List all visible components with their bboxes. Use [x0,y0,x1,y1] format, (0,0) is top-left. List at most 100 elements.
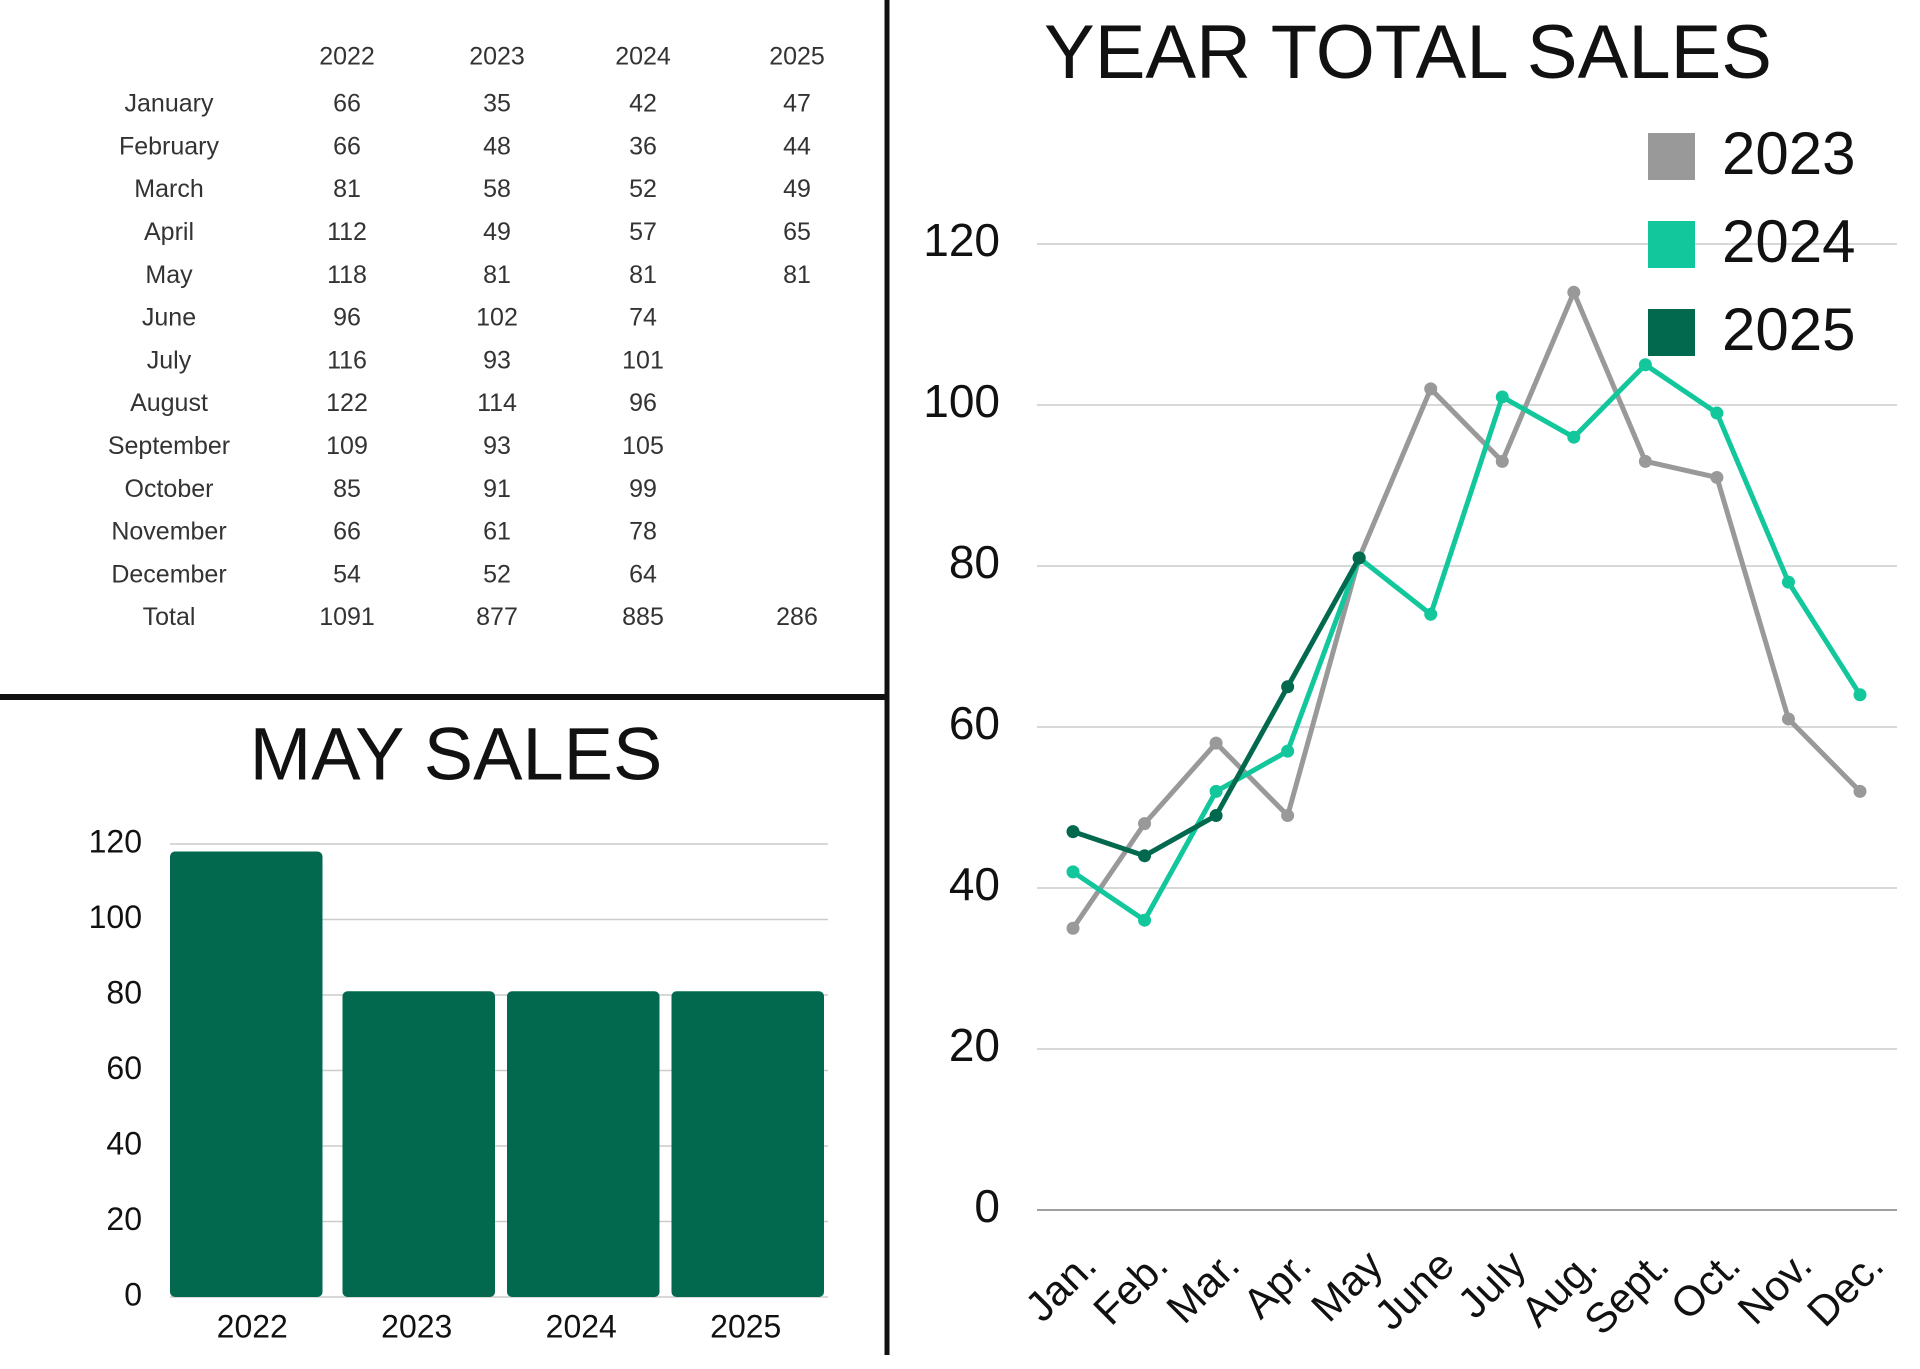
table-cell: 81 [483,261,511,289]
y-tick-label: 20 [106,1201,142,1237]
point [1781,712,1795,726]
point [1281,680,1295,694]
table-cell: 1091 [319,603,375,631]
table-cell: 112 [327,218,367,246]
table-cell: 58 [483,175,511,203]
x-tick-label: Mar. [1157,1241,1248,1332]
bar [170,851,323,1297]
x-tick-label: 2025 [710,1308,781,1344]
legend-label: 2024 [1722,208,1855,275]
table-cell: 114 [477,389,517,417]
point [1853,688,1867,702]
bar-chart-title: MAY SALES [250,713,663,796]
point [1781,575,1795,589]
table-cell: April [144,218,194,246]
x-tick-label: 2024 [546,1308,617,1344]
table-cell: 78 [629,518,657,546]
series-line [1071,362,1863,923]
y-tick-label: 80 [106,974,142,1010]
point [1853,784,1867,798]
table-header: 2022 [319,43,375,71]
point [1710,470,1724,484]
table-cell: 65 [783,218,811,246]
table-cell: 101 [622,346,664,374]
x-tick-label: Feb. [1084,1241,1177,1334]
point [1281,809,1295,823]
table-cell: February [119,132,220,160]
point [1638,358,1652,372]
x-tick-label: Nov. [1729,1241,1821,1333]
table-cell: 105 [622,432,664,460]
table-header: 2024 [615,43,671,71]
table-cell: 116 [327,346,367,374]
point [1424,607,1438,621]
legend-swatch [1648,133,1695,180]
table-cell: 885 [622,603,664,631]
x-tick-label: 2022 [217,1308,288,1344]
y-tick-label: 60 [106,1050,142,1086]
table-cell: 61 [483,518,511,546]
x-tick-label: Apr. [1234,1241,1320,1327]
point [1495,454,1509,468]
table-cell: 96 [629,389,657,417]
x-tick-label: Sept. [1575,1241,1678,1344]
table-cell: March [134,175,203,203]
x-tick-label: Dec. [1798,1241,1892,1335]
table-cell: 49 [483,218,511,246]
y-tick-label: 120 [89,823,142,859]
table-cell: 66 [333,518,361,546]
y-tick-label: 80 [949,536,1000,588]
table-cell: 74 [629,304,657,332]
table-cell: 52 [629,175,657,203]
table-cell: 36 [629,132,657,160]
table-cell: May [145,261,193,289]
point [1066,825,1080,839]
table-header: 2025 [769,43,825,71]
x-tick-label: July [1448,1241,1534,1327]
bar [507,991,660,1297]
point [1066,865,1080,879]
y-tick-label: 0 [974,1180,1000,1232]
table-cell: 42 [629,90,657,118]
bar [342,991,495,1297]
y-tick-label: 40 [106,1125,142,1161]
table-cell: 85 [333,475,361,503]
table-cell: 96 [333,304,361,332]
line-chart-title: YEAR TOTAL SALES [1044,10,1772,95]
y-tick-label: 120 [923,214,1000,266]
point [1138,913,1152,927]
point [1281,744,1295,758]
table-cell: 81 [333,175,361,203]
table-cell: 64 [629,560,657,588]
table-cell: 109 [326,432,368,460]
table-cell: August [130,389,208,417]
table-cell: January [125,90,214,118]
point [1209,809,1223,823]
table-cell: 66 [333,132,361,160]
point [1710,406,1724,420]
table-cell: 122 [326,389,368,417]
x-tick-label: 2023 [381,1308,452,1344]
point [1066,921,1080,935]
table-cell: 66 [333,90,361,118]
legend-label: 2023 [1722,120,1855,187]
table-cell: June [142,304,196,332]
table-cell: September [108,432,230,460]
point [1567,430,1581,444]
legend-swatch [1648,221,1695,268]
table-cell: 48 [483,132,511,160]
point [1138,817,1152,831]
table-cell: 52 [483,560,511,588]
table-cell: 44 [783,132,811,160]
table-cell: November [111,518,226,546]
table-cell: 93 [483,346,511,374]
table-cell: July [147,346,192,374]
legend-swatch [1648,309,1695,356]
bar [671,991,824,1297]
table-cell: 286 [776,603,818,631]
point [1138,849,1152,863]
point [1424,382,1438,396]
y-tick-label: 100 [89,899,142,935]
table-cell: October [125,475,214,503]
